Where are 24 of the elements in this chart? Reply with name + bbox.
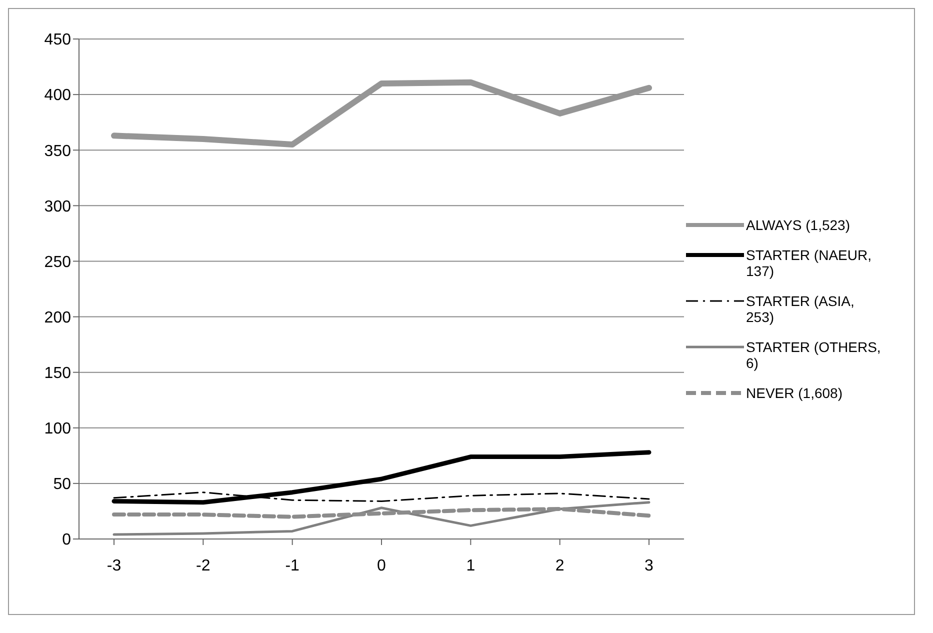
y-tick-label: 300 — [44, 198, 72, 216]
y-tick-label: 50 — [53, 476, 72, 494]
y-tick-label: 0 — [62, 532, 72, 549]
legend-label: STARTER (NAEUR, 137) — [746, 247, 872, 279]
x-tick-label: -2 — [196, 557, 210, 574]
x-tick-label: 1 — [466, 557, 476, 574]
y-tick-label: 350 — [44, 142, 72, 160]
y-tick-label: 450 — [44, 32, 72, 49]
y-tick-label: 200 — [44, 309, 72, 326]
legend-label: STARTER (ASIA, 253) — [746, 293, 856, 325]
line-series — [112, 501, 650, 536]
x-tick-label: -3 — [106, 557, 122, 574]
y-tick-label: 150 — [44, 365, 72, 382]
legend-label: ALWAYS (1,523) — [746, 217, 852, 233]
y-tick-label: 250 — [44, 254, 72, 271]
line-series — [112, 450, 652, 505]
y-tick-label: 100 — [44, 420, 72, 438]
y-tick-label: 400 — [44, 87, 72, 104]
x-tick-label: -1 — [285, 557, 300, 574]
x-tick-label: 3 — [644, 557, 654, 574]
legend-label: STARTER (OTHERS, 6) — [746, 339, 881, 371]
x-tick-label: 0 — [377, 557, 386, 574]
x-tick-label: 2 — [555, 557, 564, 574]
legend-label: NEVER (1,608) — [746, 385, 844, 401]
